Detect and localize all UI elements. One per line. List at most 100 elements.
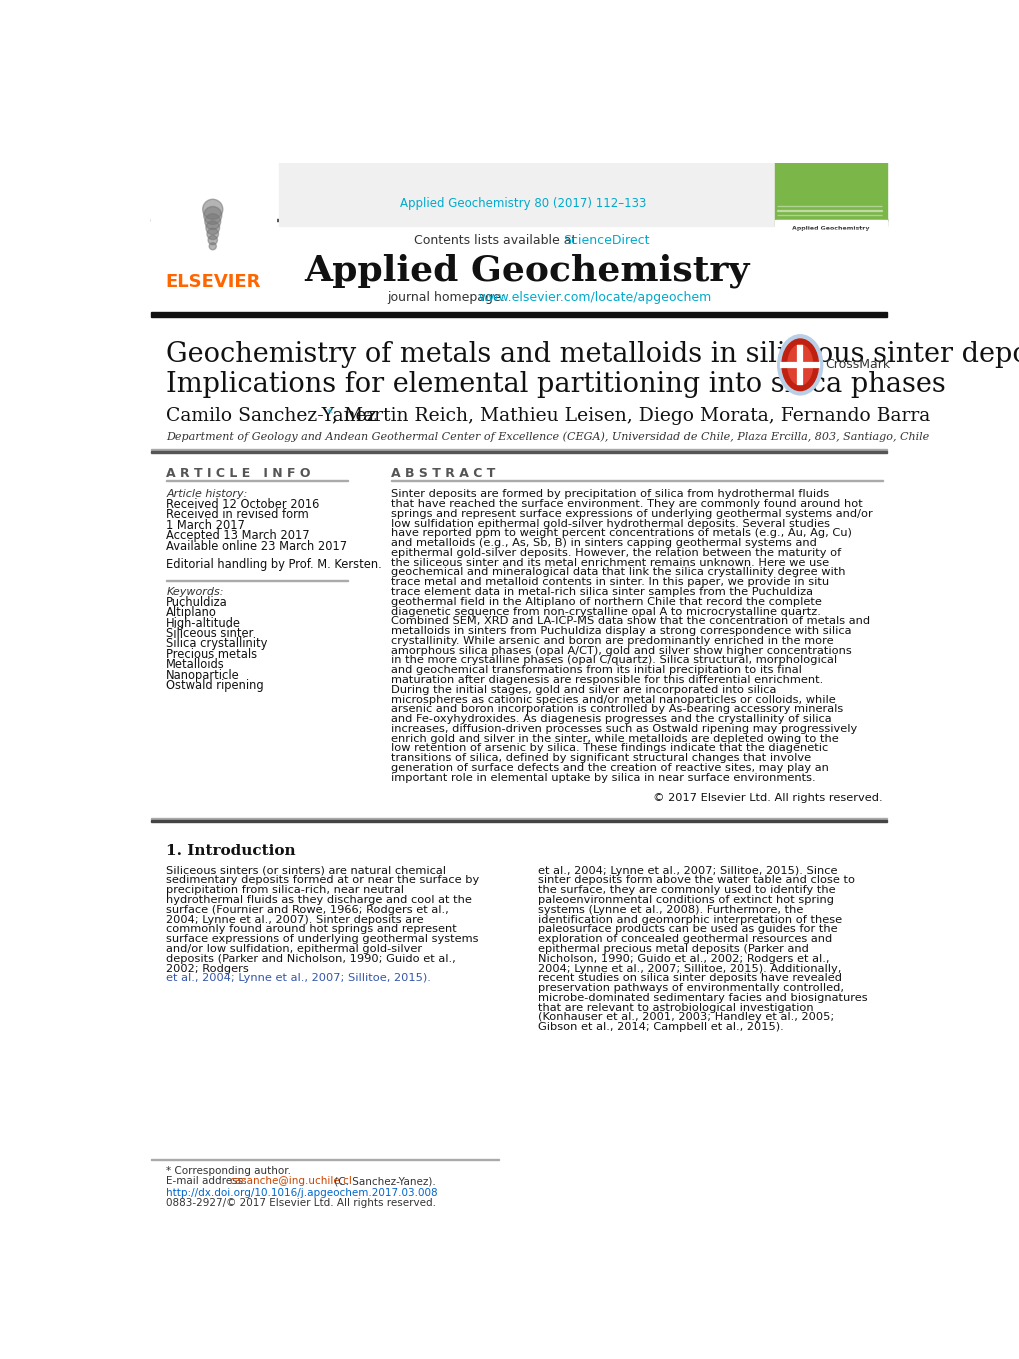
Circle shape	[204, 207, 221, 224]
Text: E-mail address:: E-mail address:	[166, 1176, 250, 1186]
Bar	[151, 313, 887, 317]
Text: A R T I C L E   I N F O: A R T I C L E I N F O	[166, 467, 311, 480]
Text: ELSEVIER: ELSEVIER	[165, 273, 260, 291]
Text: CrossMark: CrossMark	[824, 359, 890, 371]
Ellipse shape	[787, 345, 812, 385]
Text: deposits (Parker and Nicholson, 1990; Guido et al.,: deposits (Parker and Nicholson, 1990; Gu…	[166, 954, 455, 964]
Text: 1 March 2017: 1 March 2017	[166, 519, 245, 531]
Text: © 2017 Elsevier Ltd. All rights reserved.: © 2017 Elsevier Ltd. All rights reserved…	[653, 792, 882, 803]
Text: Received in revised form: Received in revised form	[166, 508, 309, 522]
Text: Department of Geology and Andean Geothermal Center of Excellence (CEGA), Univers: Department of Geology and Andean Geother…	[166, 431, 928, 442]
Text: in the more crystalline phases (opal C/quartz). Silica structural, morphological: in the more crystalline phases (opal C/q…	[390, 655, 837, 666]
Bar	[151, 136, 276, 226]
Text: trace metal and metalloid contents in sinter. In this paper, we provide in situ: trace metal and metalloid contents in si…	[390, 578, 828, 587]
Text: 0883-2927/© 2017 Elsevier Ltd. All rights reserved.: 0883-2927/© 2017 Elsevier Ltd. All right…	[166, 1199, 436, 1208]
Bar	[773, 136, 887, 149]
Text: Nicholson, 1990; Guido et al., 2002; Rodgers et al.,: Nicholson, 1990; Guido et al., 2002; Rod…	[538, 954, 828, 964]
Text: High-altitude: High-altitude	[166, 617, 242, 629]
Text: Received 12 October 2016: Received 12 October 2016	[166, 499, 319, 511]
Text: and geochemical transformations from its initial precipitation to its final: and geochemical transformations from its…	[390, 665, 801, 675]
Text: (C. Sanchez-Yanez).: (C. Sanchez-Yanez).	[331, 1176, 436, 1186]
Text: Editorial handling by Prof. M. Kersten.: Editorial handling by Prof. M. Kersten.	[166, 557, 382, 571]
Text: *: *	[326, 406, 332, 420]
Circle shape	[203, 200, 222, 219]
Text: Silica crystallinity: Silica crystallinity	[166, 637, 267, 651]
Text: Nanoparticle: Nanoparticle	[166, 669, 239, 682]
Text: Applied Geochemistry 80 (2017) 112–133: Applied Geochemistry 80 (2017) 112–133	[399, 197, 645, 209]
Text: Geochemistry of metals and metalloids in siliceous sinter deposits:: Geochemistry of metals and metalloids in…	[166, 341, 1019, 367]
Text: low sulfidation epithermal gold-silver hydrothermal deposits. Several studies: low sulfidation epithermal gold-silver h…	[390, 519, 829, 529]
Text: microbe-dominated sedimentary facies and biosignatures: microbe-dominated sedimentary facies and…	[538, 993, 867, 1003]
Text: enrich gold and silver in the sinter, while metalloids are depleted owing to the: enrich gold and silver in the sinter, wh…	[390, 734, 838, 743]
Text: 2002; Rodgers: 2002; Rodgers	[166, 964, 249, 973]
Text: and/or low sulfidation, epithermal gold-silver: and/or low sulfidation, epithermal gold-…	[166, 945, 422, 954]
Circle shape	[205, 213, 220, 230]
Text: that are relevant to astrobiological investigation: that are relevant to astrobiological inv…	[538, 1003, 813, 1012]
Text: et al., 2004; Lynne et al., 2007; Sillitoe, 2015). Since: et al., 2004; Lynne et al., 2007; Sillit…	[538, 866, 837, 875]
Text: geochemical and mineralogical data that link the silica crystallinity degree wit: geochemical and mineralogical data that …	[390, 568, 845, 578]
Text: commonly found around hot springs and represent: commonly found around hot springs and re…	[166, 924, 457, 935]
Bar	[151, 451, 887, 453]
Text: Camilo Sanchez-Yanez: Camilo Sanchez-Yanez	[166, 406, 376, 424]
Text: Puchuldiza: Puchuldiza	[166, 595, 228, 609]
Text: paleosurface products can be used as guides for the: paleosurface products can be used as gui…	[538, 924, 837, 935]
Bar	[278, 136, 773, 226]
Text: recent studies on silica sinter deposits have revealed: recent studies on silica sinter deposits…	[538, 973, 842, 984]
Text: ScienceDirect: ScienceDirect	[562, 234, 649, 246]
Text: that have reached the surface environment. They are commonly found around hot: that have reached the surface environmen…	[390, 499, 862, 510]
Circle shape	[208, 235, 217, 245]
Text: crystallinity. While arsenic and boron are predominantly enriched in the more: crystallinity. While arsenic and boron a…	[390, 636, 833, 646]
Text: epithermal gold-silver deposits. However, the relation between the maturity of: epithermal gold-silver deposits. However…	[390, 548, 841, 557]
Text: Precious metals: Precious metals	[166, 648, 257, 660]
Text: generation of surface defects and the creation of reactive sites, may play an: generation of surface defects and the cr…	[390, 762, 828, 773]
Text: identification and geomorphic interpretation of these: identification and geomorphic interpreta…	[538, 915, 842, 924]
Ellipse shape	[782, 338, 817, 390]
Text: springs and represent surface expressions of underlying geothermal systems and/o: springs and represent surface expression…	[390, 508, 872, 519]
Text: exploration of concealed geothermal resources and: exploration of concealed geothermal reso…	[538, 934, 832, 945]
Text: sinter deposits form above the water table and close to: sinter deposits form above the water tab…	[538, 875, 854, 886]
Text: trace element data in metal-rich silica sinter samples from the Puchuldiza: trace element data in metal-rich silica …	[390, 587, 812, 597]
Bar	[151, 219, 887, 220]
Text: metalloids in sinters from Puchuldiza display a strong correspondence with silic: metalloids in sinters from Puchuldiza di…	[390, 626, 851, 636]
Text: Implications for elemental partitioning into silica phases: Implications for elemental partitioning …	[166, 371, 945, 398]
Text: Metalloids: Metalloids	[166, 658, 225, 671]
Bar	[151, 821, 887, 822]
Text: Applied Geochemistry: Applied Geochemistry	[791, 226, 868, 231]
Bar	[773, 220, 887, 231]
Text: geothermal field in the Altiplano of northern Chile that record the complete: geothermal field in the Altiplano of nor…	[390, 597, 821, 606]
Text: Ostwald ripening: Ostwald ripening	[166, 680, 264, 692]
Text: Siliceous sinters (or sinters) are natural chemical: Siliceous sinters (or sinters) are natur…	[166, 866, 446, 875]
Text: et al., 2004; Lynne et al., 2007; Sillitoe, 2015).: et al., 2004; Lynne et al., 2007; Sillit…	[166, 973, 431, 984]
Text: microspheres as cationic species and/or metal nanoparticles or colloids, while: microspheres as cationic species and/or …	[390, 694, 835, 704]
Text: * Corresponding author.: * Corresponding author.	[166, 1166, 291, 1176]
Text: hydrothermal fluids as they discharge and cool at the: hydrothermal fluids as they discharge an…	[166, 896, 472, 905]
Text: 1. Introduction: 1. Introduction	[166, 844, 296, 859]
Text: increases, diffusion-driven processes such as Ostwald ripening may progressively: increases, diffusion-driven processes su…	[390, 724, 856, 734]
Text: have reported ppm to weight percent concentrations of metals (e.g., Au, Ag, Cu): have reported ppm to weight percent conc…	[390, 529, 851, 538]
Text: 2004; Lynne et al., 2007; Sillitoe, 2015). Additionally,: 2004; Lynne et al., 2007; Sillitoe, 2015…	[538, 964, 841, 973]
Text: maturation after diagenesis are responsible for this differential enrichment.: maturation after diagenesis are responsi…	[390, 675, 822, 685]
Text: transitions of silica, defined by significant structural changes that involve: transitions of silica, defined by signif…	[390, 753, 810, 764]
Text: systems (Lynne et al., 2008). Furthermore, the: systems (Lynne et al., 2008). Furthermor…	[538, 905, 803, 915]
Text: and metalloids (e.g., As, Sb, B) in sinters capping geothermal systems and: and metalloids (e.g., As, Sb, B) in sint…	[390, 538, 816, 548]
Text: 2004; Lynne et al., 2007). Sinter deposits are: 2004; Lynne et al., 2007). Sinter deposi…	[166, 915, 424, 924]
Text: arsenic and boron incorporation is controlled by As-bearing accessory minerals: arsenic and boron incorporation is contr…	[390, 704, 843, 715]
Text: important role in elemental uptake by silica in near surface environments.: important role in elemental uptake by si…	[390, 773, 815, 783]
Text: Siliceous sinter: Siliceous sinter	[166, 626, 254, 640]
Text: (Konhauser et al., 2001, 2003; Handley et al., 2005;: (Konhauser et al., 2001, 2003; Handley e…	[538, 1012, 834, 1022]
Bar	[773, 136, 887, 226]
Text: Keywords:: Keywords:	[166, 587, 223, 597]
Text: the siliceous sinter and its metal enrichment remains unknown. Here we use: the siliceous sinter and its metal enric…	[390, 557, 828, 568]
Text: http://dx.doi.org/10.1016/j.apgeochem.2017.03.008: http://dx.doi.org/10.1016/j.apgeochem.20…	[166, 1188, 437, 1199]
Text: A B S T R A C T: A B S T R A C T	[390, 467, 495, 480]
Circle shape	[206, 222, 219, 235]
Text: precipitation from silica-rich, near neutral: precipitation from silica-rich, near neu…	[166, 885, 404, 896]
Text: and Fe-oxyhydroxides. As diagenesis progresses and the crystallinity of silica: and Fe-oxyhydroxides. As diagenesis prog…	[390, 713, 830, 724]
Text: journal homepage:: journal homepage:	[387, 291, 508, 303]
Text: surface expressions of underlying geothermal systems: surface expressions of underlying geothe…	[166, 934, 478, 945]
Text: epithermal precious metal deposits (Parker and: epithermal precious metal deposits (Park…	[538, 945, 808, 954]
Text: Sinter deposits are formed by precipitation of silica from hydrothermal fluids: Sinter deposits are formed by precipitat…	[390, 489, 828, 499]
Text: the surface, they are commonly used to identify the: the surface, they are commonly used to i…	[538, 885, 835, 896]
Text: Combined SEM, XRD and LA-ICP-MS data show that the concentration of metals and: Combined SEM, XRD and LA-ICP-MS data sho…	[390, 617, 869, 626]
Text: Gibson et al., 2014; Campbell et al., 2015).: Gibson et al., 2014; Campbell et al., 20…	[538, 1022, 784, 1033]
